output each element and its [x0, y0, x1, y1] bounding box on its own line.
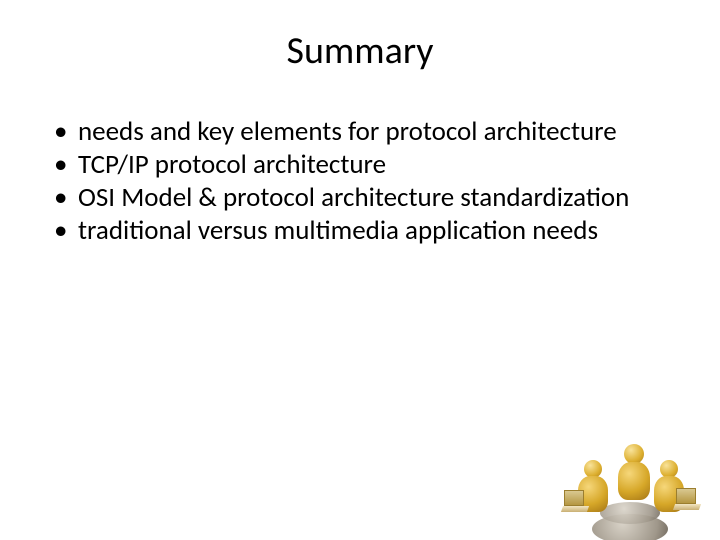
- slide-title: Summary: [0, 28, 720, 74]
- golden-figures-icon: [560, 438, 700, 540]
- bullet-list: needs and key elements for protocol arch…: [54, 116, 644, 248]
- bullet-item: OSI Model & protocol architecture standa…: [54, 182, 644, 215]
- bullet-item: TCP/IP protocol architecture: [54, 149, 644, 182]
- bullet-item: traditional versus multimedia applicatio…: [54, 215, 644, 248]
- bullet-item: needs and key elements for protocol arch…: [54, 116, 644, 149]
